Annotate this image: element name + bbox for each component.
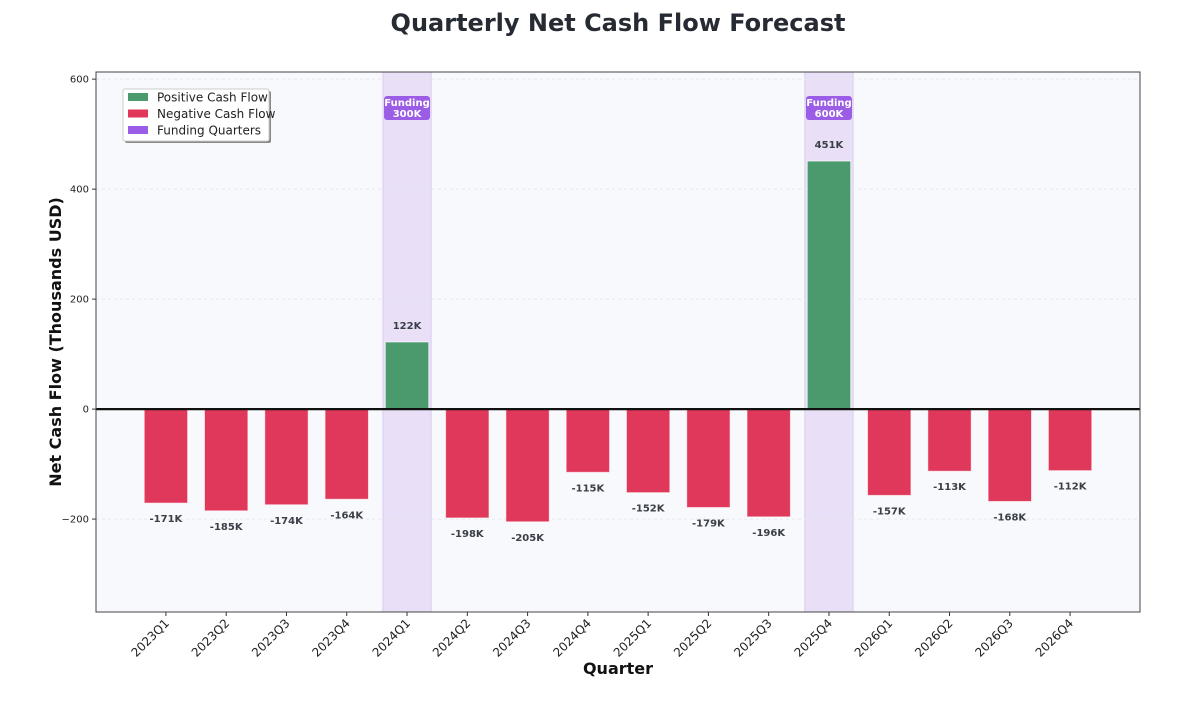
x-tick-label: 2026Q3 — [972, 616, 1016, 660]
y-tick-label: −200 — [62, 515, 89, 526]
plot-area — [96, 72, 1140, 612]
legend-swatch — [128, 93, 148, 101]
negative-bar — [746, 408, 791, 518]
x-tick-label: 2023Q3 — [249, 616, 293, 660]
data-label: -174K — [270, 516, 304, 527]
x-tick-label: 2025Q3 — [731, 616, 775, 660]
y-tick-label: 0 — [83, 405, 89, 416]
negative-bar — [1047, 408, 1093, 472]
data-label: -205K — [511, 533, 545, 544]
negative-bar — [625, 408, 671, 494]
negative-bar — [565, 408, 611, 473]
funding-badge-label: Funding — [806, 98, 851, 109]
positive-bar — [384, 341, 430, 410]
y-axis-label: Net Cash Flow (Thousands USD) — [46, 197, 65, 487]
legend-label: Negative Cash Flow — [157, 107, 276, 121]
x-tick-label: 2026Q2 — [912, 616, 956, 660]
data-label: -185K — [210, 522, 244, 533]
legend-label: Funding Quarters — [157, 124, 261, 138]
legend-swatch — [128, 109, 148, 118]
data-label: -152K — [632, 504, 666, 515]
legend: Positive Cash Flow Negative Cash Flow Fund… — [122, 88, 276, 143]
plot-frame — [95, 71, 1141, 613]
x-tick-label: 2023Q1 — [128, 616, 172, 660]
negative-bar — [927, 408, 972, 472]
data-label: -198K — [451, 529, 485, 540]
x-axis-label: Quarter — [583, 659, 653, 678]
data-label: -171K — [150, 514, 184, 525]
x-tick-label: 2023Q2 — [189, 616, 233, 660]
negative-bar — [987, 408, 1033, 502]
y-tick-label: 600 — [70, 75, 89, 86]
data-label: -179K — [692, 519, 726, 530]
x-tick-label: 2024Q2 — [430, 616, 474, 660]
x-tick-label: 2026Q4 — [1033, 616, 1077, 660]
funding-badge-amount: 600K — [815, 109, 845, 120]
y-tick-label: 400 — [70, 185, 89, 196]
x-tick-label: 2025Q4 — [792, 616, 836, 660]
data-label: -113K — [933, 482, 967, 493]
negative-bar — [203, 408, 249, 512]
data-label: 451K — [815, 140, 845, 151]
negative-bar — [324, 408, 369, 500]
legend-box — [122, 88, 270, 142]
funding-badge — [805, 96, 852, 120]
negative-bar — [264, 408, 309, 506]
x-tick-label: 2025Q2 — [671, 616, 715, 660]
x-tick-label: 2024Q4 — [550, 616, 594, 660]
funding-badge-amount: 300K — [393, 109, 423, 120]
x-tick-label: 2023Q4 — [309, 616, 353, 660]
x-tick-label: 2024Q3 — [490, 616, 534, 660]
x-tick-label: 2026Q1 — [852, 616, 896, 660]
negative-bar — [505, 408, 550, 523]
legend-label: Positive Cash Flow — [157, 91, 268, 105]
y-tick-label: 200 — [70, 295, 89, 306]
negative-bar — [686, 408, 731, 509]
data-label: -164K — [330, 510, 364, 521]
data-label: -196K — [752, 528, 786, 539]
funding-badge-label: Funding — [384, 98, 429, 109]
funding-badge — [384, 96, 431, 120]
data-label: -168K — [993, 512, 1027, 523]
data-label: -115K — [571, 483, 605, 494]
legend-swatch — [128, 126, 148, 134]
data-label: -112K — [1054, 482, 1088, 493]
x-tick-label: 2024Q1 — [370, 616, 414, 660]
chart-title: Quarterly Net Cash Flow Forecast — [391, 9, 846, 37]
data-label: 122K — [393, 321, 423, 332]
positive-bar — [806, 160, 852, 410]
negative-bar — [143, 408, 189, 504]
data-label: -157K — [873, 506, 907, 517]
negative-bar — [445, 408, 490, 519]
x-tick-label: 2025Q1 — [611, 616, 655, 660]
negative-bar — [867, 408, 912, 496]
